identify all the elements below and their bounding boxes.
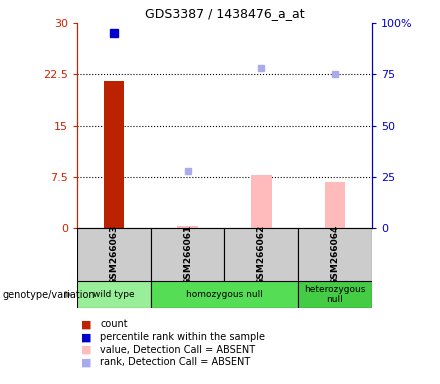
- Text: GSM266062: GSM266062: [257, 225, 266, 285]
- Text: GSM266063: GSM266063: [110, 225, 118, 285]
- Bar: [251, 175, 271, 228]
- Text: GSM266064: GSM266064: [330, 225, 339, 285]
- Text: genotype/variation: genotype/variation: [2, 290, 95, 300]
- Title: GDS3387 / 1438476_a_at: GDS3387 / 1438476_a_at: [145, 7, 304, 20]
- Text: count: count: [100, 319, 128, 329]
- Bar: [77, 281, 150, 308]
- Text: ■: ■: [81, 358, 91, 367]
- Text: ■: ■: [81, 332, 91, 342]
- Bar: [298, 228, 372, 281]
- Bar: [150, 281, 298, 308]
- Bar: [103, 81, 124, 228]
- Text: wild type: wild type: [93, 290, 135, 299]
- Bar: [298, 281, 372, 308]
- Bar: [77, 228, 150, 281]
- Text: heterozygous
null: heterozygous null: [304, 285, 366, 304]
- Bar: [224, 228, 298, 281]
- Text: percentile rank within the sample: percentile rank within the sample: [100, 332, 265, 342]
- Bar: [177, 226, 198, 228]
- Text: ■: ■: [81, 345, 91, 355]
- Text: GSM266061: GSM266061: [183, 225, 192, 285]
- Text: homozygous null: homozygous null: [186, 290, 263, 299]
- Text: ■: ■: [81, 319, 91, 329]
- Text: rank, Detection Call = ABSENT: rank, Detection Call = ABSENT: [100, 358, 250, 367]
- Bar: [150, 228, 224, 281]
- Text: value, Detection Call = ABSENT: value, Detection Call = ABSENT: [100, 345, 256, 355]
- Bar: [325, 182, 345, 228]
